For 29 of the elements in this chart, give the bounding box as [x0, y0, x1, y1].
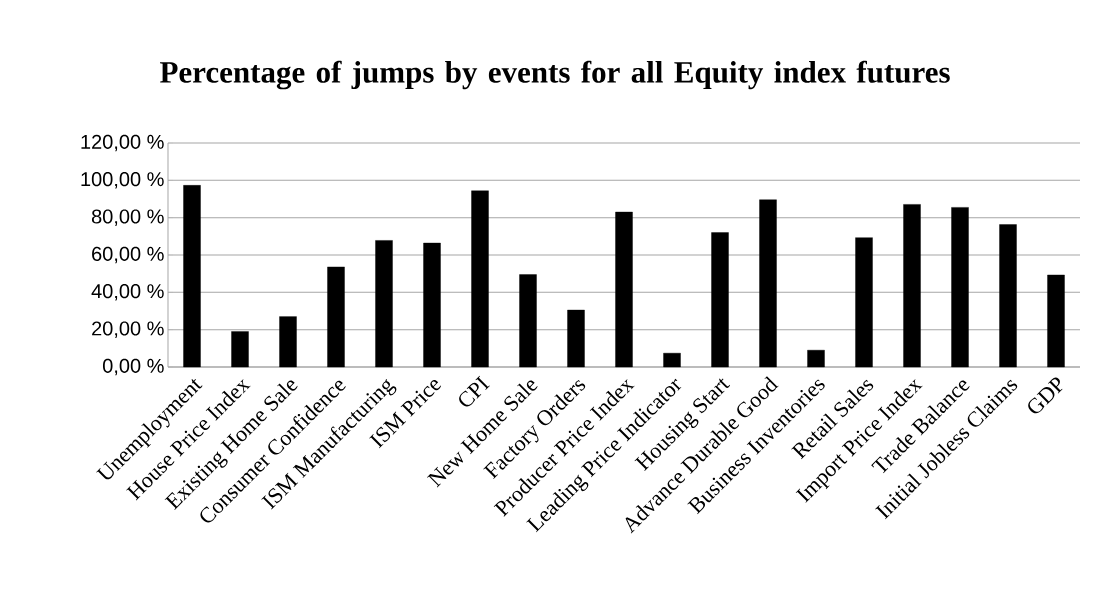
- bar: [375, 240, 393, 368]
- bar: [567, 309, 585, 368]
- y-tick-label: 100,00 %: [81, 172, 164, 189]
- bar: [903, 204, 921, 368]
- bar: [423, 242, 441, 368]
- x-tick-label: CPI: [459, 375, 490, 407]
- bar: [759, 199, 777, 368]
- bar: [999, 224, 1017, 368]
- y-tick-label: 20,00 %: [92, 321, 164, 338]
- bar: [1047, 274, 1065, 368]
- bar: [615, 211, 633, 368]
- bar: [279, 316, 297, 368]
- bar: [807, 350, 825, 368]
- bar: [471, 190, 489, 368]
- y-tick-label: 40,00 %: [91, 284, 164, 301]
- bar: [663, 352, 681, 368]
- bar: [519, 274, 537, 368]
- bar: [327, 266, 345, 368]
- y-tick-label: 80,00 %: [91, 209, 164, 226]
- bar: [711, 232, 729, 368]
- y-tick-label: 60,00 %: [92, 246, 164, 264]
- bar: [231, 331, 249, 368]
- y-tick-label: 120,00 %: [81, 134, 164, 152]
- bar: [855, 237, 873, 368]
- x-tick-label: GDP: [1028, 377, 1063, 414]
- bar: [951, 207, 969, 368]
- bar: [183, 185, 201, 368]
- chart-title: Percentage of jumps by events for all Equity index futures: [160, 60, 950, 90]
- y-tick-label: 0,00 %: [102, 358, 164, 376]
